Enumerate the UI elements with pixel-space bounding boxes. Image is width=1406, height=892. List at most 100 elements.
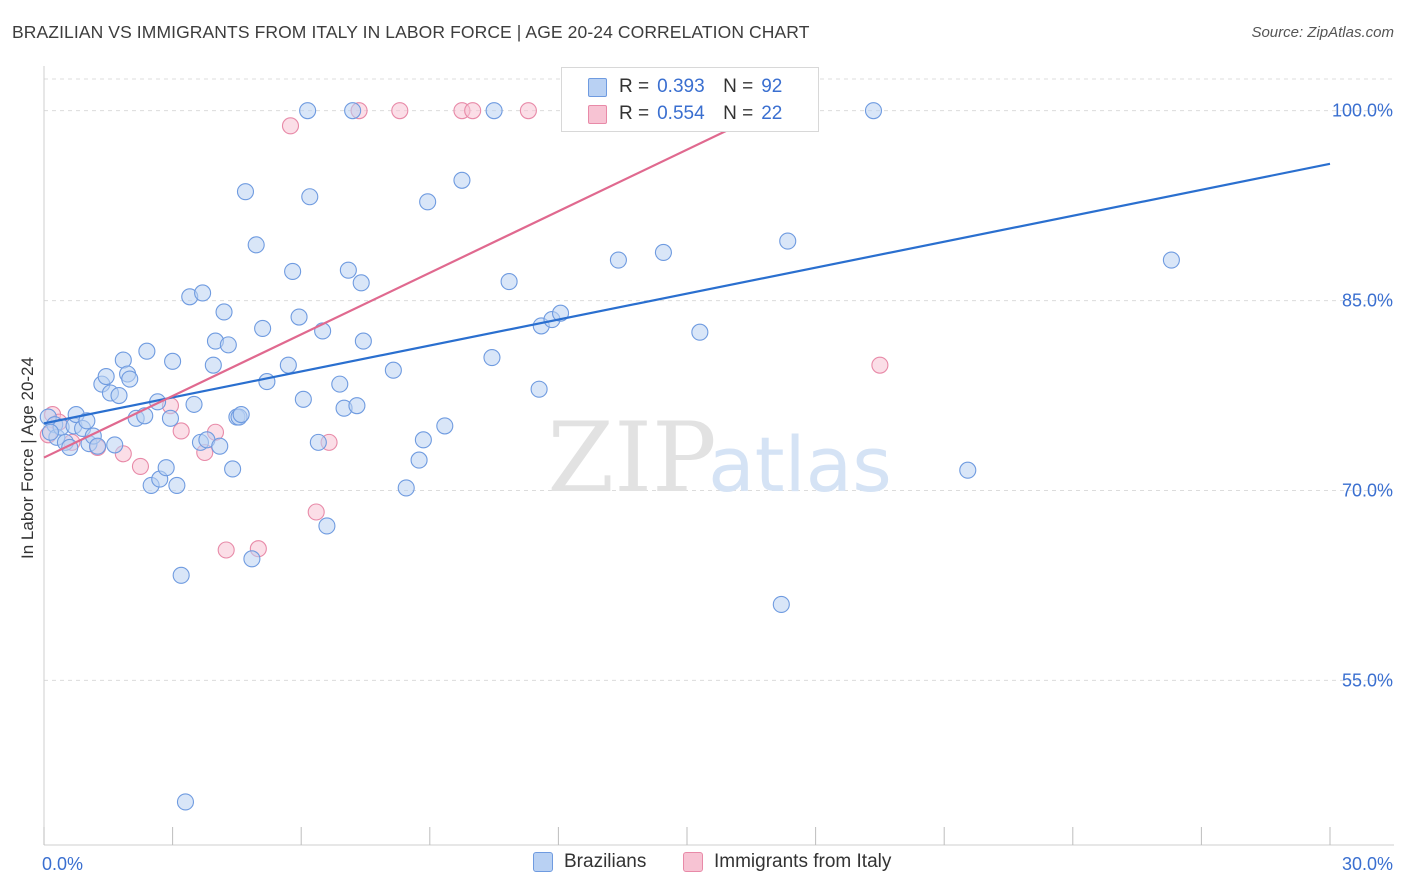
n-label: N =	[723, 76, 754, 97]
point-brazilians	[410, 451, 428, 469]
point-brazilians	[864, 102, 883, 120]
point-brazilians	[691, 323, 709, 341]
grid-lines	[44, 78, 1394, 681]
y-tick-label: 55.0%	[1342, 670, 1393, 690]
series-legend: Brazilians Immigrants from Italy	[0, 851, 1406, 877]
legend-swatch-brazilians	[588, 77, 607, 97]
legend-swatch-italy	[683, 852, 703, 872]
point-brazilians	[339, 261, 357, 279]
point-italy	[464, 102, 482, 120]
point-brazilians	[78, 412, 96, 430]
point-brazilians	[1162, 251, 1180, 269]
legend-label-italy: Immigrants from Italy	[714, 851, 892, 872]
stats-row-brazilians: R = 0.393 N = 92	[562, 74, 782, 100]
point-brazilians	[211, 437, 229, 455]
trend-lines	[43, 109, 1331, 459]
point-brazilians	[185, 395, 203, 413]
x-tick-label: 0.0%	[42, 854, 83, 874]
chart-title: BRAZILIAN VS IMMIGRANTS FROM ITALY IN LA…	[12, 22, 810, 42]
r-label: R =	[619, 76, 650, 97]
point-brazilians	[121, 370, 139, 388]
point-brazilians	[106, 436, 124, 454]
point-brazilians	[354, 332, 372, 350]
tick-labels: 55.0% 70.0% 85.0% 100.0% 0.0% 30.0%	[42, 101, 1393, 874]
point-brazilians	[609, 251, 627, 269]
point-brazilians	[97, 367, 115, 386]
n-value: 92	[761, 76, 783, 97]
legend-item-italy[interactable]: Immigrants from Italy	[683, 851, 891, 873]
point-brazilians	[89, 437, 107, 455]
trend-line-brazilians	[43, 162, 1331, 425]
axes	[43, 66, 1394, 846]
point-brazilians	[168, 476, 186, 494]
point-italy	[519, 102, 537, 120]
y-axis-label: In Labor Force | Age 20-24	[18, 357, 37, 559]
watermark-zip: ZIP	[547, 402, 716, 514]
point-brazilians	[247, 236, 265, 254]
y-tick-label: 85.0%	[1342, 291, 1393, 311]
stats-row-italy: R = 0.554 N = 22	[562, 101, 782, 127]
trend-line-italy	[43, 109, 769, 459]
stats-legend: R = 0.393 N = 92 R = 0.554 N = 22	[561, 67, 819, 132]
point-brazilians	[309, 433, 327, 451]
watermark-atlas: atlas	[708, 420, 892, 509]
legend-swatch-italy	[588, 104, 607, 124]
point-brazilians	[161, 409, 180, 427]
point-brazilians	[219, 336, 237, 354]
point-brazilians	[352, 274, 370, 292]
point-brazilians	[110, 386, 128, 405]
legend-item-brazilians[interactable]: Brazilians	[533, 851, 646, 873]
r-value: 0.393	[657, 76, 705, 97]
point-brazilians	[500, 273, 518, 291]
point-brazilians	[215, 303, 233, 321]
point-brazilians	[284, 262, 302, 280]
point-brazilians	[232, 405, 250, 424]
point-brazilians	[436, 417, 454, 435]
point-brazilians	[344, 102, 362, 120]
point-brazilians	[224, 460, 242, 478]
point-italy	[281, 117, 300, 135]
point-brazilians	[301, 188, 319, 206]
point-brazilians	[384, 361, 402, 379]
point-brazilians	[290, 308, 308, 326]
x-tick-label: 30.0%	[1342, 854, 1393, 874]
source-label: Source: ZipAtlas.com	[1251, 24, 1394, 41]
point-italy	[871, 356, 889, 374]
point-brazilians	[243, 550, 261, 568]
point-brazilians	[294, 390, 312, 408]
n-value: 22	[761, 103, 783, 124]
point-italy	[172, 422, 190, 440]
point-brazilians	[772, 595, 790, 613]
point-italy	[131, 457, 149, 475]
point-brazilians	[164, 352, 182, 370]
point-brazilians	[41, 423, 59, 441]
legend-swatch-brazilians	[533, 852, 553, 872]
point-brazilians	[194, 284, 212, 302]
point-italy	[307, 503, 325, 521]
point-brazilians	[453, 171, 471, 189]
point-brazilians	[348, 397, 366, 415]
point-brazilians	[779, 232, 797, 250]
y-tick-label: 100.0%	[1332, 101, 1393, 121]
point-brazilians	[485, 102, 503, 120]
point-brazilians	[279, 356, 297, 374]
legend-label-brazilians: Brazilians	[564, 851, 647, 872]
y-tick-label: 70.0%	[1342, 480, 1393, 500]
point-brazilians	[236, 183, 255, 201]
point-brazilians	[397, 479, 415, 497]
point-brazilians	[299, 102, 317, 120]
point-brazilians	[172, 566, 190, 584]
point-brazilians	[414, 431, 432, 449]
point-brazilians	[654, 243, 672, 262]
point-italy	[217, 541, 235, 559]
point-brazilians	[258, 373, 276, 391]
point-brazilians	[318, 517, 336, 535]
point-brazilians	[483, 348, 501, 367]
r-value: 0.554	[657, 103, 705, 124]
point-brazilians	[419, 193, 437, 211]
point-brazilians	[204, 356, 222, 374]
point-italy	[391, 102, 409, 120]
n-label: N =	[723, 103, 754, 124]
point-brazilians	[254, 319, 272, 337]
